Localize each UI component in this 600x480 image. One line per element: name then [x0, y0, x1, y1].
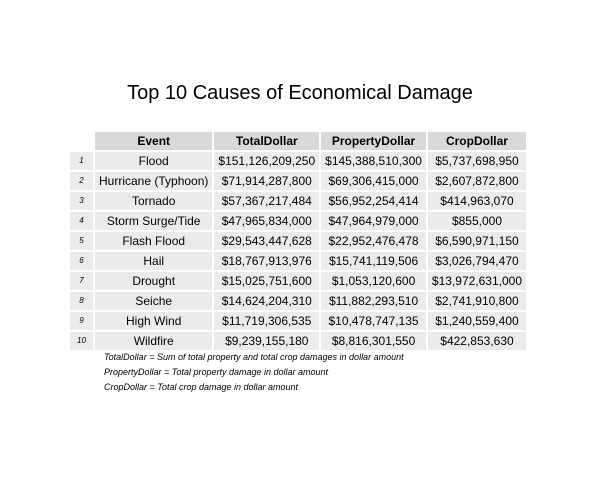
footnote-totaldollar: TotalDollar = Sum of total property and …: [104, 352, 404, 362]
cell-event: Flash Flood: [95, 232, 213, 250]
table-row: 8 Seiche $14,624,204,310 $11,882,293,510 $2,…: [70, 292, 527, 310]
header-row: Event TotalDollar PropertyDollar CropDol…: [70, 132, 527, 150]
table-row: 3 Tornado $57,367,217,484 $56,952,254,414 $4…: [70, 192, 527, 210]
cell-event: Drought: [95, 272, 213, 290]
cell-cropdollar: $2,741,910,800: [427, 292, 527, 310]
cell-cropdollar: $855,000: [427, 212, 527, 230]
cell-event: Hurricane (Typhoon): [95, 172, 213, 190]
table-row: 6 Hail $18,767,913,976 $15,741,119,506 $3,02…: [70, 252, 527, 270]
table-row: 10 Wildfire $9,239,155,180 $8,816,301,550 $4…: [70, 332, 527, 350]
table-row: 4 Storm Surge/Tide $47,965,834,000 $47,964,…: [70, 212, 527, 230]
corner-cell: [70, 132, 93, 150]
cell-cropdollar: $13,972,631,000: [427, 272, 527, 290]
cell-event: Tornado: [95, 192, 213, 210]
cell-event: Seiche: [95, 292, 213, 310]
cell-propertydollar: $1,053,120,600: [321, 272, 426, 290]
table-row: 7 Drought $15,025,751,600 $1,053,120,600 $13…: [70, 272, 527, 290]
row-index: 10: [70, 332, 93, 350]
row-index: 3: [70, 192, 93, 210]
row-index: 6: [70, 252, 93, 270]
cell-cropdollar: $414,963,070: [427, 192, 527, 210]
cell-event: Flood: [95, 152, 213, 170]
row-index: 5: [70, 232, 93, 250]
cell-cropdollar: $422,853,630: [427, 332, 527, 350]
cell-totaldollar: $71,914,287,800: [214, 172, 320, 190]
row-index: 9: [70, 312, 93, 330]
column-header-cropdollar: CropDollar: [427, 132, 527, 150]
row-index: 8: [70, 292, 93, 310]
chart-title: Top 10 Causes of Economical Damage: [127, 82, 473, 104]
row-index: 2: [70, 172, 93, 190]
cell-event: High Wind: [95, 312, 213, 330]
cell-totaldollar: $15,025,751,600: [214, 272, 320, 290]
cell-propertydollar: $8,816,301,550: [321, 332, 426, 350]
cell-propertydollar: $69,306,415,000: [321, 172, 426, 190]
cell-totaldollar: $11,719,306,535: [214, 312, 320, 330]
cell-totaldollar: $9,239,155,180: [214, 332, 320, 350]
cell-event: Storm Surge/Tide: [95, 212, 213, 230]
column-header-propertydollar: PropertyDollar: [321, 132, 426, 150]
table-row: 2 Hurricane (Typhoon) $71,914,287,800 $69,3…: [70, 172, 527, 190]
cell-cropdollar: $3,026,794,470: [427, 252, 527, 270]
cell-totaldollar: $18,767,913,976: [214, 252, 320, 270]
cell-propertydollar: $11,882,293,510: [321, 292, 426, 310]
footnotes: TotalDollar = Sum of total property and …: [104, 350, 404, 395]
cell-totaldollar: $57,367,217,484: [214, 192, 320, 210]
cell-event: Hail: [95, 252, 213, 270]
row-index: 7: [70, 272, 93, 290]
cell-cropdollar: $6,590,971,150: [427, 232, 527, 250]
footnote-propertydollar: PropertyDollar = Total property damage i…: [104, 367, 329, 377]
cell-cropdollar: $5,737,698,950: [427, 152, 527, 170]
cell-cropdollar: $1,240,559,400: [427, 312, 527, 330]
table-body: 1 Flood $151,126,209,250 $145,388,510,300 $5…: [70, 152, 527, 350]
damage-table: Event TotalDollar PropertyDollar CropDol…: [68, 130, 528, 352]
row-index: 1: [70, 152, 93, 170]
column-header-totaldollar: TotalDollar: [214, 132, 320, 150]
cell-propertydollar: $56,952,254,414: [321, 192, 426, 210]
cell-totaldollar: $47,965,834,000: [214, 212, 320, 230]
cell-propertydollar: $10,478,747,135: [321, 312, 426, 330]
table-row: 1 Flood $151,126,209,250 $145,388,510,300 $5…: [70, 152, 527, 170]
table-row: 5 Flash Flood $29,543,447,628 $22,952,476,4…: [70, 232, 527, 250]
cell-totaldollar: $151,126,209,250: [214, 152, 320, 170]
table-row: 9 High Wind $11,719,306,535 $10,478,747,135…: [70, 312, 527, 330]
column-header-event: Event: [95, 132, 213, 150]
footnote-cropdollar: CropDollar = Total crop damage in dollar…: [104, 382, 299, 392]
cell-propertydollar: $47,964,979,000: [321, 212, 426, 230]
cell-totaldollar: $14,624,204,310: [214, 292, 320, 310]
cell-propertydollar: $145,388,510,300: [321, 152, 426, 170]
cell-event: Wildfire: [95, 332, 213, 350]
cell-totaldollar: $29,543,447,628: [214, 232, 320, 250]
cell-propertydollar: $15,741,119,506: [321, 252, 426, 270]
cell-propertydollar: $22,952,476,478: [321, 232, 426, 250]
cell-cropdollar: $2,607,872,800: [427, 172, 527, 190]
row-index: 4: [70, 212, 93, 230]
